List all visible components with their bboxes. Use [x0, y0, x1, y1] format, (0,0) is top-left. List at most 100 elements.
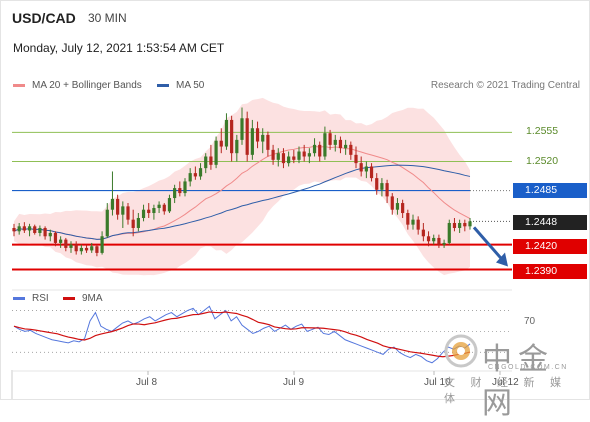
rsi-swatch [13, 297, 25, 300]
candle-body [116, 198, 120, 215]
candle-body [302, 151, 306, 157]
rsi-ma-label: 9MA [82, 293, 103, 304]
legend-ma20: MA 20 + Bollinger Bands [13, 80, 142, 91]
candle-body [395, 203, 400, 210]
watermark-url-text: CNGOLD.COM.CN [488, 364, 568, 371]
legend-rsi: RSI [13, 293, 49, 304]
candle-body [432, 237, 436, 242]
candle-body [276, 153, 280, 160]
x-label-jul8: Jul 8 [136, 377, 158, 388]
chart-canvas [11, 97, 512, 400]
candle-body [447, 222, 451, 243]
candle-body [349, 144, 353, 155]
candle-body [230, 119, 234, 154]
candle-body [33, 226, 37, 233]
candle-body [261, 134, 265, 142]
candle-body [333, 139, 337, 145]
candle-body [188, 173, 192, 182]
level-r1-label: 1.2520 [526, 155, 559, 167]
credit-label: Research © 2021 Trading Central [430, 80, 580, 91]
candle-body [131, 219, 135, 228]
legend-rsi-ma: 9MA [63, 293, 103, 304]
candle-body [90, 246, 94, 251]
candle-body [255, 128, 260, 142]
candle-body [271, 149, 275, 160]
ma20-swatch [13, 84, 25, 87]
candle-body [136, 218, 140, 228]
candle-body [157, 204, 161, 209]
candle-body [105, 209, 109, 237]
level-r2-label: 1.2555 [526, 125, 559, 137]
candle-body [152, 208, 156, 214]
candle-body [416, 219, 420, 230]
candle-body [245, 118, 249, 155]
ma20-label: MA 20 + Bollinger Bands [32, 80, 142, 91]
candle-body [385, 183, 389, 197]
watermark: 中金网 CNGOLD.COM.CN 文 财 经 新 媒 体 [444, 334, 584, 421]
candle-body [375, 178, 379, 190]
forecast-arrow-shaft [472, 226, 505, 262]
candle-body [292, 156, 296, 160]
candle-body [380, 183, 384, 190]
candle-body [69, 244, 73, 248]
candle-body [266, 134, 270, 150]
candle-body [463, 222, 467, 227]
candle-body [198, 168, 203, 177]
support1-price-tag: 1.2420 [513, 239, 587, 254]
candle-body [318, 144, 322, 157]
ma50-swatch [157, 84, 169, 87]
symbol-title: USD/CAD [12, 10, 76, 26]
support2-price-tag: 1.2390 [513, 264, 587, 279]
candle-body [224, 119, 229, 147]
candle-body [281, 153, 286, 164]
candle-body [458, 222, 462, 228]
candle-body [369, 166, 374, 179]
candle-body [121, 206, 125, 215]
ma50-label: MA 50 [176, 80, 205, 91]
candle-body [323, 133, 327, 157]
rsi-ma-swatch [63, 297, 75, 300]
candle-body [38, 227, 42, 233]
candle-body [240, 118, 244, 140]
candle-body [401, 203, 405, 214]
candle-body [141, 209, 146, 219]
last-price-tag: 1.2448 [513, 215, 587, 230]
candle-body [344, 144, 348, 149]
timeframe-label[interactable]: 30 MIN [88, 11, 127, 25]
rsi-ma-line [13, 311, 471, 358]
x-label-jul12: Jul 12 [492, 377, 519, 388]
x-label-jul9: Jul 9 [283, 377, 305, 388]
candle-body [183, 181, 187, 194]
candle-body [297, 151, 301, 160]
candle-body [147, 209, 151, 214]
candle-body [48, 232, 52, 237]
candle-body [359, 163, 363, 172]
candle-body [110, 198, 115, 210]
candle-body [12, 227, 16, 232]
candle-body [250, 128, 254, 155]
candle-body [167, 198, 172, 212]
candle-body [173, 188, 177, 199]
candle-body [468, 221, 472, 227]
candle-body [287, 156, 291, 164]
candle-body [219, 140, 223, 147]
candle-body [442, 242, 446, 245]
candle-body [307, 153, 311, 157]
candle-body [421, 229, 425, 237]
candle-body [79, 247, 83, 252]
rsi-label: RSI [32, 293, 49, 304]
watermark-logo-icon [444, 334, 478, 368]
candle-body [312, 144, 317, 154]
candle-body [100, 236, 104, 253]
candle-body [426, 236, 431, 242]
candle-body [193, 173, 197, 177]
x-label-jul10: Jul 10 [424, 377, 451, 388]
candle-body [338, 139, 343, 149]
candle-body [437, 237, 441, 245]
candle-body [74, 244, 78, 252]
candle-body [204, 156, 208, 169]
candle-body [209, 156, 213, 165]
candle-body [27, 226, 32, 231]
rsi-line [13, 305, 471, 364]
pivot-price-tag: 1.2485 [513, 183, 587, 198]
